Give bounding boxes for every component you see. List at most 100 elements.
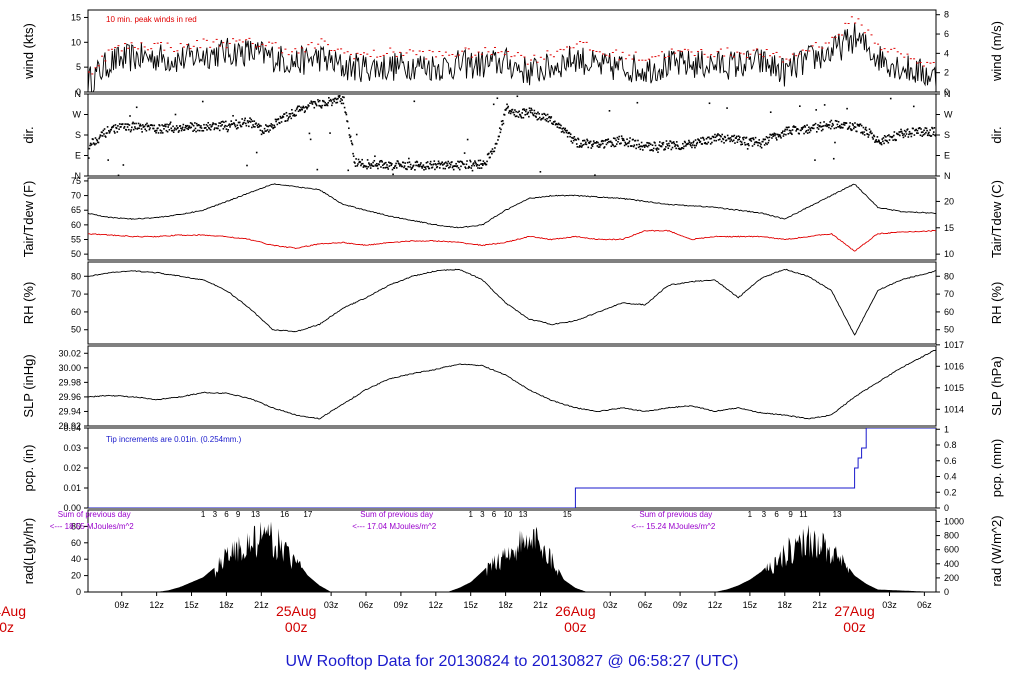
direction-point [770, 134, 773, 136]
direction-point [768, 139, 770, 142]
day-date-label: 25Aug [276, 603, 316, 619]
y-tick-label: 0.03 [63, 443, 81, 453]
direction-point [209, 128, 212, 131]
direction-point [634, 139, 637, 142]
direction-point [643, 144, 645, 147]
direction-point [244, 122, 247, 125]
direction-point [391, 163, 393, 165]
direction-point [674, 145, 676, 148]
direction-point [651, 144, 654, 147]
direction-point [259, 129, 262, 132]
peak-point [454, 55, 457, 57]
direction-point [94, 137, 97, 139]
peak-point [634, 51, 637, 53]
direction-point [448, 162, 451, 165]
peak-point [913, 58, 916, 60]
direction-point [115, 127, 118, 130]
direction-point [258, 124, 261, 127]
direction-point [591, 144, 593, 146]
direction-point [341, 99, 343, 101]
peak-point [271, 42, 274, 44]
peak-point [402, 54, 405, 56]
direction-point [545, 119, 548, 122]
direction-point [520, 116, 523, 119]
peak-point [133, 46, 136, 48]
direction-point [672, 141, 675, 143]
direction-point [915, 128, 917, 131]
peak-point [248, 37, 251, 39]
direction-point [217, 127, 219, 130]
direction-point [258, 125, 260, 128]
direction-point [335, 98, 338, 101]
direction-point [114, 124, 117, 126]
direction-point [674, 144, 677, 146]
direction-point [359, 161, 362, 163]
peak-point [785, 58, 788, 60]
direction-point [316, 168, 319, 171]
direction-point [345, 113, 348, 116]
direction-point [806, 124, 808, 126]
direction-point [566, 129, 568, 132]
direction-point [226, 125, 228, 127]
direction-point [513, 113, 516, 116]
hour-mark: 6 [224, 510, 229, 519]
y-tick-label-right: W [944, 110, 953, 120]
direction-point [626, 142, 629, 145]
x-tick-label: 18z [219, 600, 234, 610]
direction-point [741, 143, 744, 146]
peak-point [290, 51, 293, 53]
direction-point [140, 124, 142, 127]
peak-point [602, 53, 605, 55]
direction-point [848, 125, 851, 128]
y-tick-label: 29.94 [58, 406, 81, 416]
direction-point [700, 137, 702, 139]
direction-point [126, 126, 129, 128]
hour-mark: 3 [213, 510, 218, 519]
direction-point [627, 145, 630, 148]
direction-point [155, 129, 158, 132]
direction-point [375, 162, 378, 165]
peak-point [922, 65, 925, 67]
direction-point [469, 159, 471, 162]
direction-point [326, 103, 328, 106]
direction-point [381, 164, 384, 167]
x-tick-label: 21z [533, 600, 548, 610]
direction-point [843, 121, 845, 124]
x-tick-label: 15z [184, 600, 199, 610]
direction-point [775, 139, 778, 141]
direction-point [804, 126, 807, 128]
direction-point [864, 128, 867, 131]
direction-point [902, 134, 904, 137]
direction-point [256, 124, 259, 127]
direction-point [400, 164, 402, 166]
direction-point [693, 144, 696, 147]
direction-point [360, 164, 362, 167]
hour-mark: 9 [236, 510, 241, 519]
direction-point [568, 132, 571, 134]
direction-point [407, 165, 410, 168]
direction-point [603, 146, 606, 148]
direction-point [900, 128, 902, 131]
direction-point [191, 122, 193, 125]
peak-point [359, 53, 362, 55]
direction-point [503, 114, 506, 116]
direction-point [305, 106, 308, 109]
peak-point [258, 45, 261, 47]
series-direction [88, 95, 936, 176]
direction-point [571, 142, 574, 144]
direction-point [201, 100, 204, 103]
direction-point [573, 136, 576, 138]
hour-mark: 13 [519, 510, 528, 519]
direction-point [602, 140, 605, 142]
direction-point [108, 132, 111, 134]
direction-point [923, 133, 926, 135]
x-tick-label: 21z [254, 600, 269, 610]
direction-point [430, 163, 433, 166]
peak-point [677, 50, 680, 52]
direction-point [357, 163, 359, 165]
peak-point [520, 54, 523, 56]
direction-point [803, 124, 806, 127]
direction-point [851, 129, 853, 131]
direction-point [572, 137, 574, 139]
direction-point [281, 116, 283, 119]
